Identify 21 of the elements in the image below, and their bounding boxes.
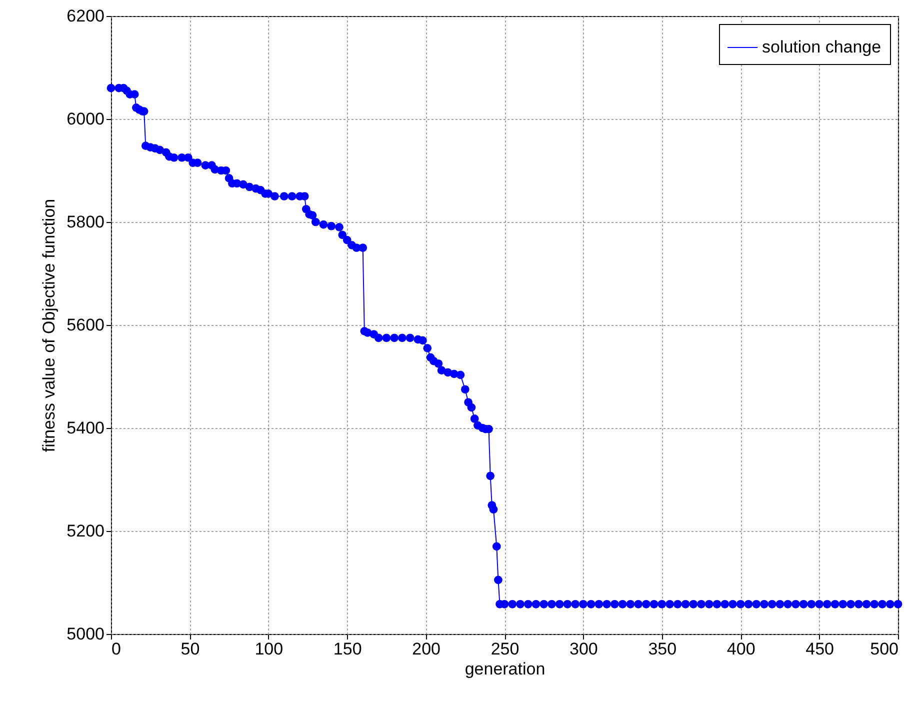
x-tick-label: 500 — [870, 640, 898, 658]
y-axis-title: fitness value of Objective function — [40, 198, 59, 452]
x-tick-label: 100 — [254, 640, 284, 658]
x-tick-label: 300 — [570, 640, 598, 658]
y-tick-label: 5000 — [66, 624, 104, 644]
x-tick-label: 400 — [726, 640, 756, 658]
x-tick-label: 0 — [112, 640, 121, 658]
legend-label: solution change — [762, 38, 882, 56]
x-tick-label: 200 — [412, 640, 440, 658]
x-tick-label: 350 — [648, 640, 677, 658]
x-tick-label: 450 — [806, 640, 834, 658]
y-tick-label: 6200 — [66, 6, 104, 26]
x-axis-title: generation — [464, 660, 546, 678]
y-tick-label: 6000 — [66, 110, 104, 128]
y-tick-label: 5800 — [66, 212, 104, 232]
x-tick-label: 150 — [333, 640, 362, 658]
y-tick-label: 5200 — [66, 522, 104, 540]
x-tick-label: 250 — [490, 640, 520, 658]
y-tick-label: 5600 — [66, 316, 104, 334]
y-tick-label: 5400 — [66, 418, 104, 438]
x-tick-label: 50 — [180, 640, 200, 658]
